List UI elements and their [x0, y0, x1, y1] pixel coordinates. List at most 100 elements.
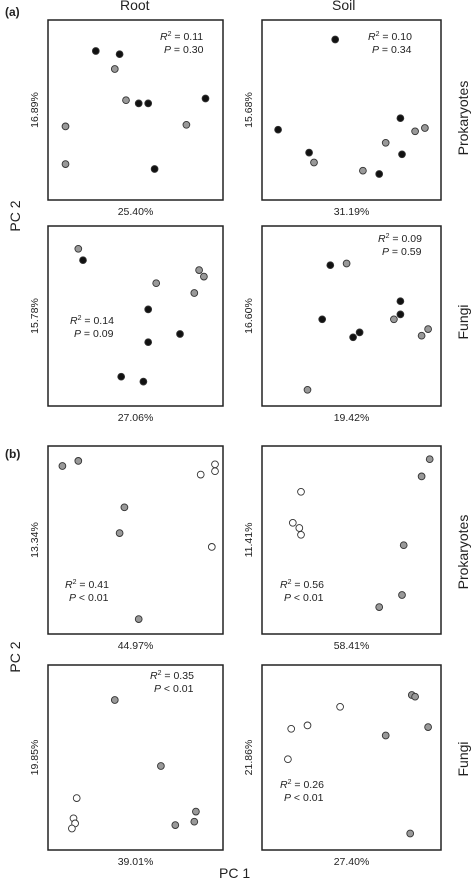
p-value-label: P = 0.34 [372, 44, 412, 56]
y-axis-percent-label: 16.89% [29, 92, 41, 128]
panel-b-soil-prokaryotes: 58.41% 11.41% R2 = 0.56P < 0.01 [243, 445, 442, 652]
data-point-6 [72, 794, 81, 802]
panel-b-root-prokaryotes: 44.97% 13.34% R2 = 0.41P < 0.01 [29, 445, 224, 652]
data-point-1 [74, 244, 83, 253]
panel-b-root-fungi: 39.01% 19.85% R2 = 0.35P < 0.01 [29, 664, 224, 868]
data-point-3 [421, 124, 429, 132]
data-point-7 [144, 305, 153, 314]
data-point-3 [110, 65, 119, 73]
data-point-3 [396, 297, 405, 306]
data-point-6 [297, 487, 305, 496]
p-value-label: P < 0.01 [69, 592, 109, 604]
r-squared-label: R2 = 0.14 [70, 315, 114, 327]
plot-frame [47, 664, 224, 851]
data-point-9 [310, 158, 318, 167]
data-point-2 [115, 50, 124, 59]
data-point-8 [349, 333, 357, 342]
column-header-soil: Soil [332, 0, 356, 13]
r-squared-label: R2 = 0.35 [150, 670, 194, 682]
data-point-6 [381, 138, 390, 147]
data-point-6 [336, 702, 344, 711]
data-point-11 [375, 170, 384, 178]
panel-a-soil-fungi: 19.42% 16.60% R2 = 0.09P = 0.59 [243, 225, 442, 424]
data-point-7 [355, 328, 364, 337]
p-value-label: P = 0.09 [74, 328, 114, 340]
data-point-2 [411, 692, 419, 701]
data-point-5 [406, 829, 415, 838]
data-point-2 [417, 472, 426, 481]
data-point-8 [295, 524, 304, 532]
panel-a-soil-prokaryotes: 31.19% 15.68% R2 = 0.10P = 0.34 [243, 19, 442, 218]
data-point-8 [287, 724, 296, 733]
column-header-root: Root [120, 0, 150, 13]
data-point-10 [117, 372, 126, 381]
data-point-4 [122, 96, 130, 105]
data-point-11 [150, 165, 159, 173]
data-point-2 [79, 256, 87, 265]
data-point-9 [144, 338, 153, 347]
plot-frame [47, 445, 224, 635]
data-point-3 [192, 807, 200, 816]
y-axis-percent-label: 16.60% [243, 298, 255, 334]
data-point-10 [359, 166, 367, 175]
data-point-9 [284, 755, 292, 764]
panel-b-soil-fungi: 27.40% 21.86% R2 = 0.26P < 0.01 [243, 664, 442, 868]
panel-a-label: (a) [5, 5, 20, 19]
data-point-6 [190, 289, 199, 297]
data-point-9 [297, 530, 305, 539]
data-point-7 [211, 467, 219, 476]
data-point-3 [195, 266, 203, 274]
data-point-4 [398, 591, 406, 599]
data-point-5 [171, 821, 180, 829]
r-squared-label: R2 = 0.09 [378, 233, 422, 245]
data-point-4 [200, 272, 208, 281]
data-point-5 [375, 603, 384, 611]
panel-a-root-fungi: 27.06% 15.78% R2 = 0.14P = 0.09 [29, 225, 224, 424]
data-point-7 [305, 148, 313, 157]
x-axis-percent-label: 58.41% [334, 640, 370, 652]
r-squared-label: R2 = 0.10 [368, 31, 412, 43]
data-point-5 [390, 315, 398, 324]
data-point-6 [318, 315, 327, 324]
data-point-1 [425, 455, 434, 464]
data-point-7 [288, 518, 297, 527]
data-point-11 [303, 385, 312, 394]
data-point-2 [396, 114, 405, 123]
plot-frame [261, 445, 442, 635]
r-squared-label: R2 = 0.56 [280, 579, 324, 591]
panel-b-label: (b) [5, 447, 21, 461]
data-point-9 [68, 824, 76, 833]
data-point-5 [152, 279, 161, 288]
data-point-7 [303, 721, 312, 730]
data-point-9 [424, 325, 432, 333]
data-point-1 [91, 47, 100, 55]
data-point-10 [417, 331, 426, 340]
plot-frame [261, 19, 442, 201]
data-point-8 [398, 150, 406, 159]
r-squared-label: R2 = 0.11 [160, 31, 203, 43]
data-point-3 [424, 723, 432, 731]
data-point-3 [399, 541, 408, 550]
y-axis-percent-label: 21.86% [243, 740, 255, 776]
y-axis-percent-label: 19.85% [29, 740, 41, 776]
data-point-10 [61, 160, 70, 168]
r-squared-label: R2 = 0.41 [65, 579, 109, 591]
data-point-1 [331, 35, 340, 44]
data-point-6 [144, 99, 153, 108]
x-axis-percent-label: 39.01% [118, 856, 154, 868]
plot-frame [47, 225, 224, 407]
data-point-2 [74, 457, 83, 465]
x-axis-percent-label: 27.06% [118, 412, 154, 424]
y-axis-percent-label: 15.78% [29, 298, 41, 334]
y-axis-percent-label: 11.41% [243, 523, 255, 558]
plot-frame [261, 664, 442, 851]
data-point-6 [196, 470, 205, 479]
data-point-1 [110, 696, 119, 704]
p-value-label: P < 0.01 [284, 792, 324, 804]
data-point-4 [381, 731, 390, 740]
data-point-1 [58, 462, 67, 470]
data-point-5 [134, 615, 143, 623]
plot-frame [261, 225, 442, 407]
p-value-label: P = 0.30 [164, 44, 204, 56]
